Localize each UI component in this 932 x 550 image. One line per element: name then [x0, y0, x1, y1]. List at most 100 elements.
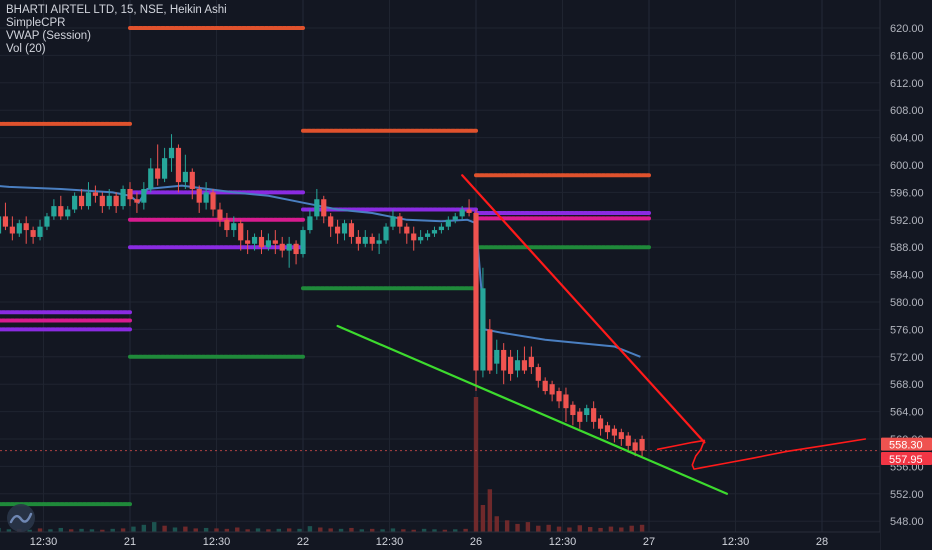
- candle-body: [424, 233, 431, 237]
- time-tick-label: 12:30: [549, 536, 577, 548]
- candle-body: [383, 226, 389, 241]
- time-axis[interactable]: 12:30 21 12:30 22 12:30 26 12:30 27 12:30 28: [0, 531, 880, 550]
- indicator-volume[interactable]: Vol (20): [6, 43, 46, 55]
- price-tick-label: 588.00: [890, 242, 924, 254]
- volume-bar: [504, 520, 510, 532]
- red-trendline: [461, 174, 706, 444]
- volume-bar: [487, 489, 493, 532]
- indicator-simplecpr[interactable]: SimpleCPR: [6, 17, 66, 29]
- candle-body: [182, 171, 188, 183]
- volume-bar: [390, 528, 396, 532]
- volume-bar: [110, 528, 115, 532]
- volume-bar: [619, 527, 624, 532]
- candle-body: [23, 223, 29, 231]
- volume-bar: [421, 528, 427, 532]
- price-tick-label: 548.00: [890, 516, 924, 528]
- candle-body: [2, 216, 9, 227]
- symbol-title[interactable]: BHARTI AIRTEL LTD, 15, NSE, Heikin Ashi: [6, 4, 227, 16]
- candle-body: [9, 226, 15, 234]
- volume-bar: [370, 528, 375, 532]
- candle-body: [625, 435, 631, 446]
- volume-bar: [442, 529, 448, 532]
- volume-bar: [131, 526, 136, 532]
- volume-bar: [152, 522, 157, 532]
- candle-body: [355, 236, 361, 244]
- candle-body: [459, 209, 465, 217]
- candle-body: [65, 209, 71, 217]
- volume-bar: [463, 528, 468, 532]
- candle-body: [196, 188, 202, 203]
- candle-body: [466, 209, 472, 213]
- candle-body: [258, 236, 265, 248]
- volume-bar: [453, 529, 458, 532]
- volume-bar: [27, 529, 32, 532]
- volume-bar: [349, 527, 354, 532]
- volume-bar: [525, 522, 531, 532]
- volume-bar: [608, 526, 614, 532]
- candle-body: [411, 233, 417, 241]
- candle-body: [189, 171, 195, 189]
- candle-body: [168, 147, 175, 159]
- candle-body: [577, 411, 583, 422]
- volume-bar: [120, 528, 126, 532]
- price-tick-label: 620.00: [890, 23, 924, 35]
- logo-mark: [9, 512, 33, 524]
- candle-body: [639, 439, 645, 451]
- volume-bar: [577, 525, 582, 532]
- candle-body: [231, 223, 237, 231]
- price-label-text: 558.30: [889, 440, 923, 452]
- drawings[interactable]: [336, 174, 867, 495]
- volume-bar: [328, 528, 333, 532]
- volume-bar: [338, 528, 344, 532]
- time-tick-label: 12:30: [30, 536, 58, 548]
- volume-bar: [100, 529, 105, 532]
- candle-body: [245, 240, 251, 244]
- price-tick-label: 592.00: [890, 215, 924, 227]
- volume-bar: [286, 528, 292, 532]
- candle-body: [175, 147, 182, 183]
- price-label-box: [881, 452, 932, 466]
- candle-body: [58, 206, 64, 217]
- volume-bar: [587, 527, 593, 532]
- candle-body: [120, 188, 126, 207]
- candle-body: [397, 216, 403, 227]
- price-tick-label: 604.00: [890, 133, 924, 145]
- cpr-levels: [0, 26, 651, 507]
- candle-body: [224, 219, 230, 231]
- grid: [0, 0, 880, 532]
- price-tick-label: 572.00: [890, 352, 924, 364]
- price-tick-label: 612.00: [890, 78, 924, 90]
- indicator-vwap[interactable]: VWAP (Session): [6, 30, 91, 42]
- candle-body: [238, 223, 244, 241]
- candle-body: [155, 168, 161, 179]
- time-tick-label: 27: [643, 536, 655, 548]
- volume-bar: [629, 525, 634, 532]
- volume-bar: [598, 527, 603, 532]
- volume-bar: [494, 516, 499, 532]
- volume-bar: [359, 529, 365, 532]
- candle-body: [376, 240, 382, 244]
- candle-body: [335, 226, 341, 234]
- volume-bar: [380, 529, 385, 532]
- candle-body: [328, 216, 334, 227]
- volume-bar: [141, 524, 147, 532]
- volume-bar: [214, 528, 219, 532]
- candle-body: [348, 223, 355, 237]
- candle-body: [51, 206, 57, 217]
- candle-body: [293, 243, 299, 255]
- candle-body: [549, 384, 555, 395]
- candle-body: [210, 192, 216, 210]
- volume-bar: [0, 527, 1, 532]
- time-tick-label: 21: [124, 536, 136, 548]
- volume-bar: [266, 529, 271, 532]
- candle-body: [321, 199, 327, 217]
- candle-body: [487, 329, 493, 371]
- candle-body: [148, 168, 154, 189]
- candle-body: [72, 195, 78, 210]
- candle-body: [92, 192, 98, 196]
- volume-bars: [0, 397, 645, 532]
- candle-body: [44, 216, 50, 227]
- green-trendline: [336, 324, 729, 495]
- price-axis[interactable]: 548.00552.00556.00560.00564.00568.00572.…: [879, 0, 932, 550]
